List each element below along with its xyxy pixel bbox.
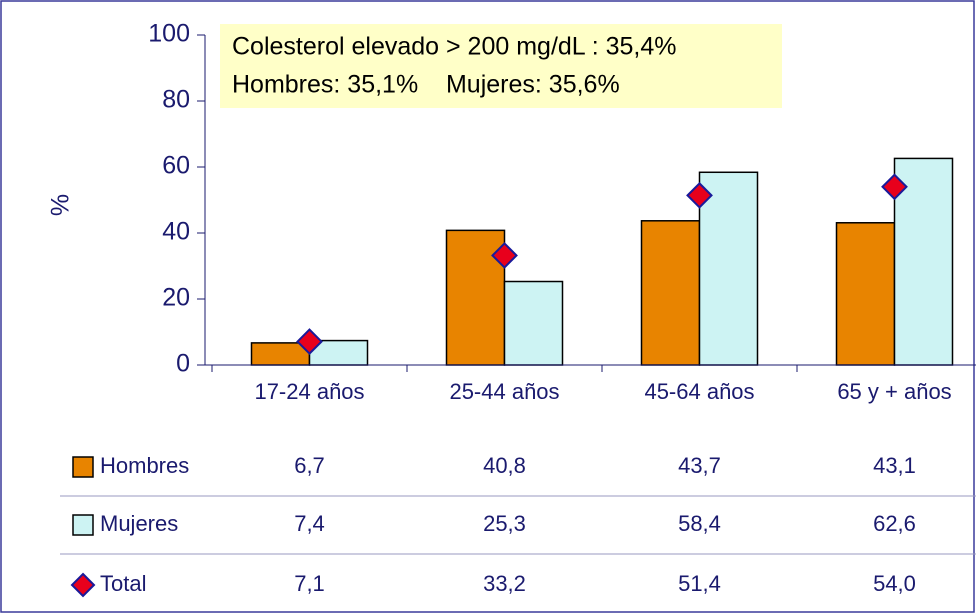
diamond-marker (491, 242, 518, 269)
y-tick-label: 80 (162, 86, 190, 114)
table-value: 33,2 (483, 571, 526, 596)
y-tick-label: 100 (148, 20, 190, 48)
legend-label: Total (100, 571, 146, 596)
annotation: Colesterol elevado > 200 mg/dL : 35,4% (232, 33, 677, 61)
y-tick-label: 20 (162, 284, 190, 312)
table-value: 62,6 (873, 511, 916, 536)
table-value: 7,1 (294, 571, 325, 596)
annotation: Hombres: 35,1% Mujeres: 35,6% (232, 71, 620, 99)
legend-label: Mujeres (100, 511, 178, 536)
table-value: 40,8 (483, 453, 526, 478)
table-value: 25,3 (483, 511, 526, 536)
y-tick-label: 0 (176, 350, 190, 378)
legend-swatch (70, 572, 96, 598)
diamond-marker (881, 173, 908, 201)
x-tick-label: 65 y + años (837, 379, 951, 404)
y-axis-label: % (47, 194, 75, 216)
table-value: 43,1 (873, 453, 916, 478)
bar (503, 280, 564, 366)
x-tick-label: 45-64 años (644, 379, 754, 404)
annotation-box (220, 24, 782, 108)
table-value: 7,4 (294, 511, 325, 536)
table-value: 58,4 (678, 511, 721, 536)
diamond-marker (686, 181, 713, 209)
legend-swatch (72, 514, 94, 536)
bar (835, 222, 896, 366)
bar (698, 171, 759, 366)
table-value: 6,7 (294, 453, 325, 478)
x-tick-label: 25-44 años (449, 379, 559, 404)
table-value: 51,4 (678, 571, 721, 596)
bar (445, 229, 506, 366)
legend-label: Hombres (100, 453, 189, 478)
bar (640, 220, 701, 366)
table-value: 43,7 (678, 453, 721, 478)
table-value: 54,0 (873, 571, 916, 596)
diamond-marker (296, 328, 323, 355)
y-tick-label: 40 (162, 218, 190, 246)
legend-swatch (72, 456, 94, 478)
bar (893, 157, 954, 366)
y-tick-label: 60 (162, 152, 190, 180)
x-tick-label: 17-24 años (254, 379, 364, 404)
